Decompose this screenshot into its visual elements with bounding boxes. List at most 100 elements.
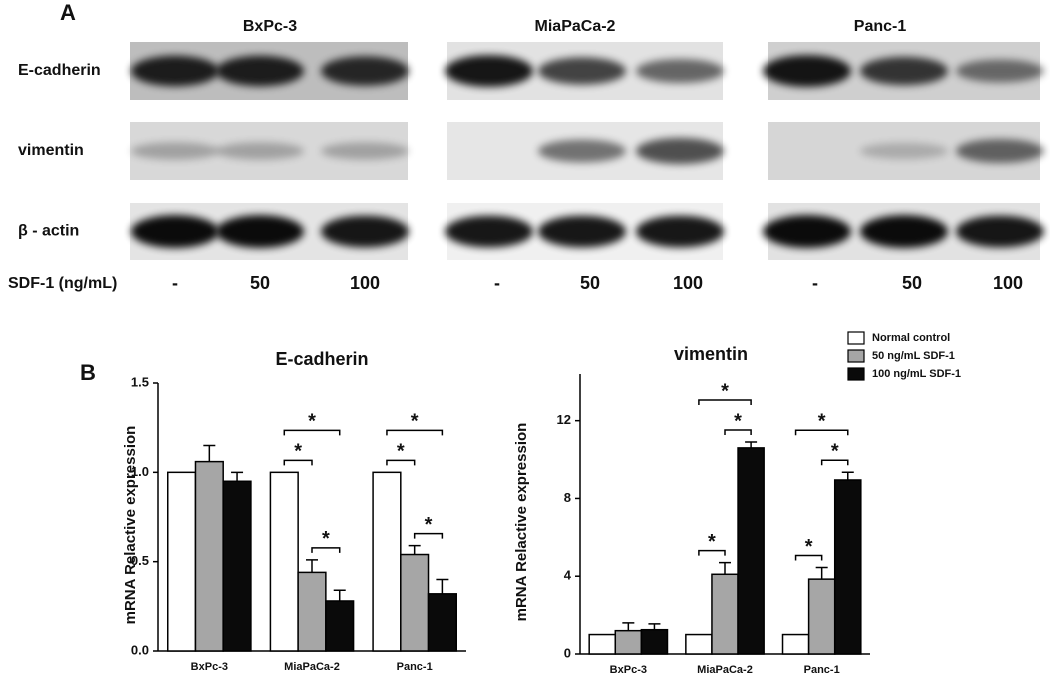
y-tick-label: 8 — [564, 490, 571, 505]
lane-label: - — [812, 273, 818, 293]
y-tick-label: 12 — [557, 412, 571, 427]
significance-label: * — [425, 514, 433, 536]
blot-band — [538, 139, 626, 163]
significance-label: * — [805, 536, 813, 558]
significance-bracket — [413, 532, 444, 539]
blot-band — [538, 215, 626, 248]
blot-band — [445, 215, 533, 248]
blot-band — [956, 138, 1044, 164]
lane-label: 50 — [580, 273, 600, 293]
error-bar — [333, 589, 346, 601]
blot-band — [956, 59, 1044, 83]
x-tick-label: Panc-1 — [804, 664, 840, 676]
x-tick-label: BxPc-3 — [191, 661, 228, 673]
error-bar — [622, 622, 635, 631]
blot-band — [216, 215, 304, 248]
significance-bracket — [283, 429, 341, 436]
bar — [400, 553, 430, 652]
lane-label: - — [494, 273, 500, 293]
lane-label: 100 — [673, 273, 703, 293]
legend-swatch — [847, 331, 865, 345]
panel-label: A — [60, 0, 76, 25]
bar — [685, 633, 713, 655]
error-bar — [815, 566, 828, 580]
significance-bracket — [311, 547, 341, 553]
error-bar — [203, 444, 216, 462]
significance-label: * — [294, 441, 302, 463]
error-bar — [745, 441, 758, 448]
bar — [325, 600, 355, 652]
blot-band — [131, 142, 219, 160]
error-bar — [841, 471, 854, 480]
cell-line-label: MiaPaCa-2 — [535, 18, 616, 35]
blot-band — [445, 55, 533, 87]
bar — [194, 460, 224, 652]
cell-line-label: Panc-1 — [854, 18, 907, 35]
significance-bracket — [698, 399, 752, 406]
blot-band — [636, 137, 724, 165]
protein-label: vimentin — [18, 142, 84, 159]
blot-band — [860, 142, 948, 160]
y-tick-label: 1.5 — [131, 374, 149, 389]
significance-label: * — [308, 411, 316, 433]
blot-band — [538, 57, 626, 85]
significance-label: * — [411, 411, 419, 433]
significance-bracket — [283, 459, 313, 466]
chart-title: E-cadherin — [275, 349, 368, 369]
blot-band — [860, 215, 948, 248]
bar — [614, 629, 643, 655]
blot-band — [636, 58, 724, 84]
significance-label: * — [734, 410, 742, 432]
lane-label: - — [172, 273, 178, 293]
bar — [297, 571, 327, 652]
x-tick-label: MiaPaCa-2 — [697, 664, 753, 676]
legend-swatch — [847, 367, 865, 381]
significance-bracket — [386, 429, 444, 436]
blot-band — [763, 215, 851, 248]
treatment-label: SDF-1 (ng/mL) — [8, 275, 117, 292]
bar — [737, 447, 765, 655]
bar — [427, 593, 457, 652]
error-bar — [719, 561, 731, 575]
x-tick-label: Panc-1 — [397, 661, 433, 673]
legend-label: 100 ng/mL SDF-1 — [872, 368, 961, 380]
protein-label: E-cadherin — [18, 62, 101, 79]
blot-band — [321, 56, 409, 86]
significance-label: * — [708, 531, 716, 553]
error-bar — [648, 623, 661, 630]
legend-label: Normal control — [872, 332, 950, 344]
significance-bracket — [698, 549, 726, 556]
bar — [588, 633, 617, 655]
blot-band — [216, 55, 304, 87]
bar — [711, 573, 739, 655]
bar — [269, 471, 299, 652]
y-tick-label: 0 — [564, 645, 571, 660]
blot-band — [763, 55, 851, 87]
significance-bracket — [724, 429, 752, 436]
error-bar — [231, 471, 244, 482]
bar — [781, 633, 810, 655]
chart-title: vimentin — [674, 344, 748, 364]
significance-label: * — [397, 441, 405, 463]
y-tick-label: 0.5 — [131, 553, 149, 568]
significance-bracket — [386, 459, 416, 466]
x-tick-label: MiaPaCa-2 — [284, 661, 340, 673]
blot-band — [321, 142, 409, 160]
blot-band — [636, 215, 724, 248]
protein-label: β - actin — [18, 223, 79, 240]
cell-line-label: BxPc-3 — [243, 18, 297, 35]
legend-swatch — [847, 349, 865, 363]
significance-bracket — [820, 459, 849, 466]
y-axis-label: mRNA Relactive expression — [122, 426, 139, 625]
significance-label: * — [818, 410, 826, 432]
significance-label: * — [322, 528, 330, 550]
legend-label: 50 ng/mL SDF-1 — [872, 350, 955, 362]
bar — [640, 628, 669, 655]
significance-label: * — [831, 440, 839, 462]
significance-bracket — [794, 554, 823, 561]
bar — [222, 480, 252, 652]
blot-band — [131, 215, 219, 248]
bar — [807, 578, 836, 655]
error-bar — [408, 544, 421, 555]
